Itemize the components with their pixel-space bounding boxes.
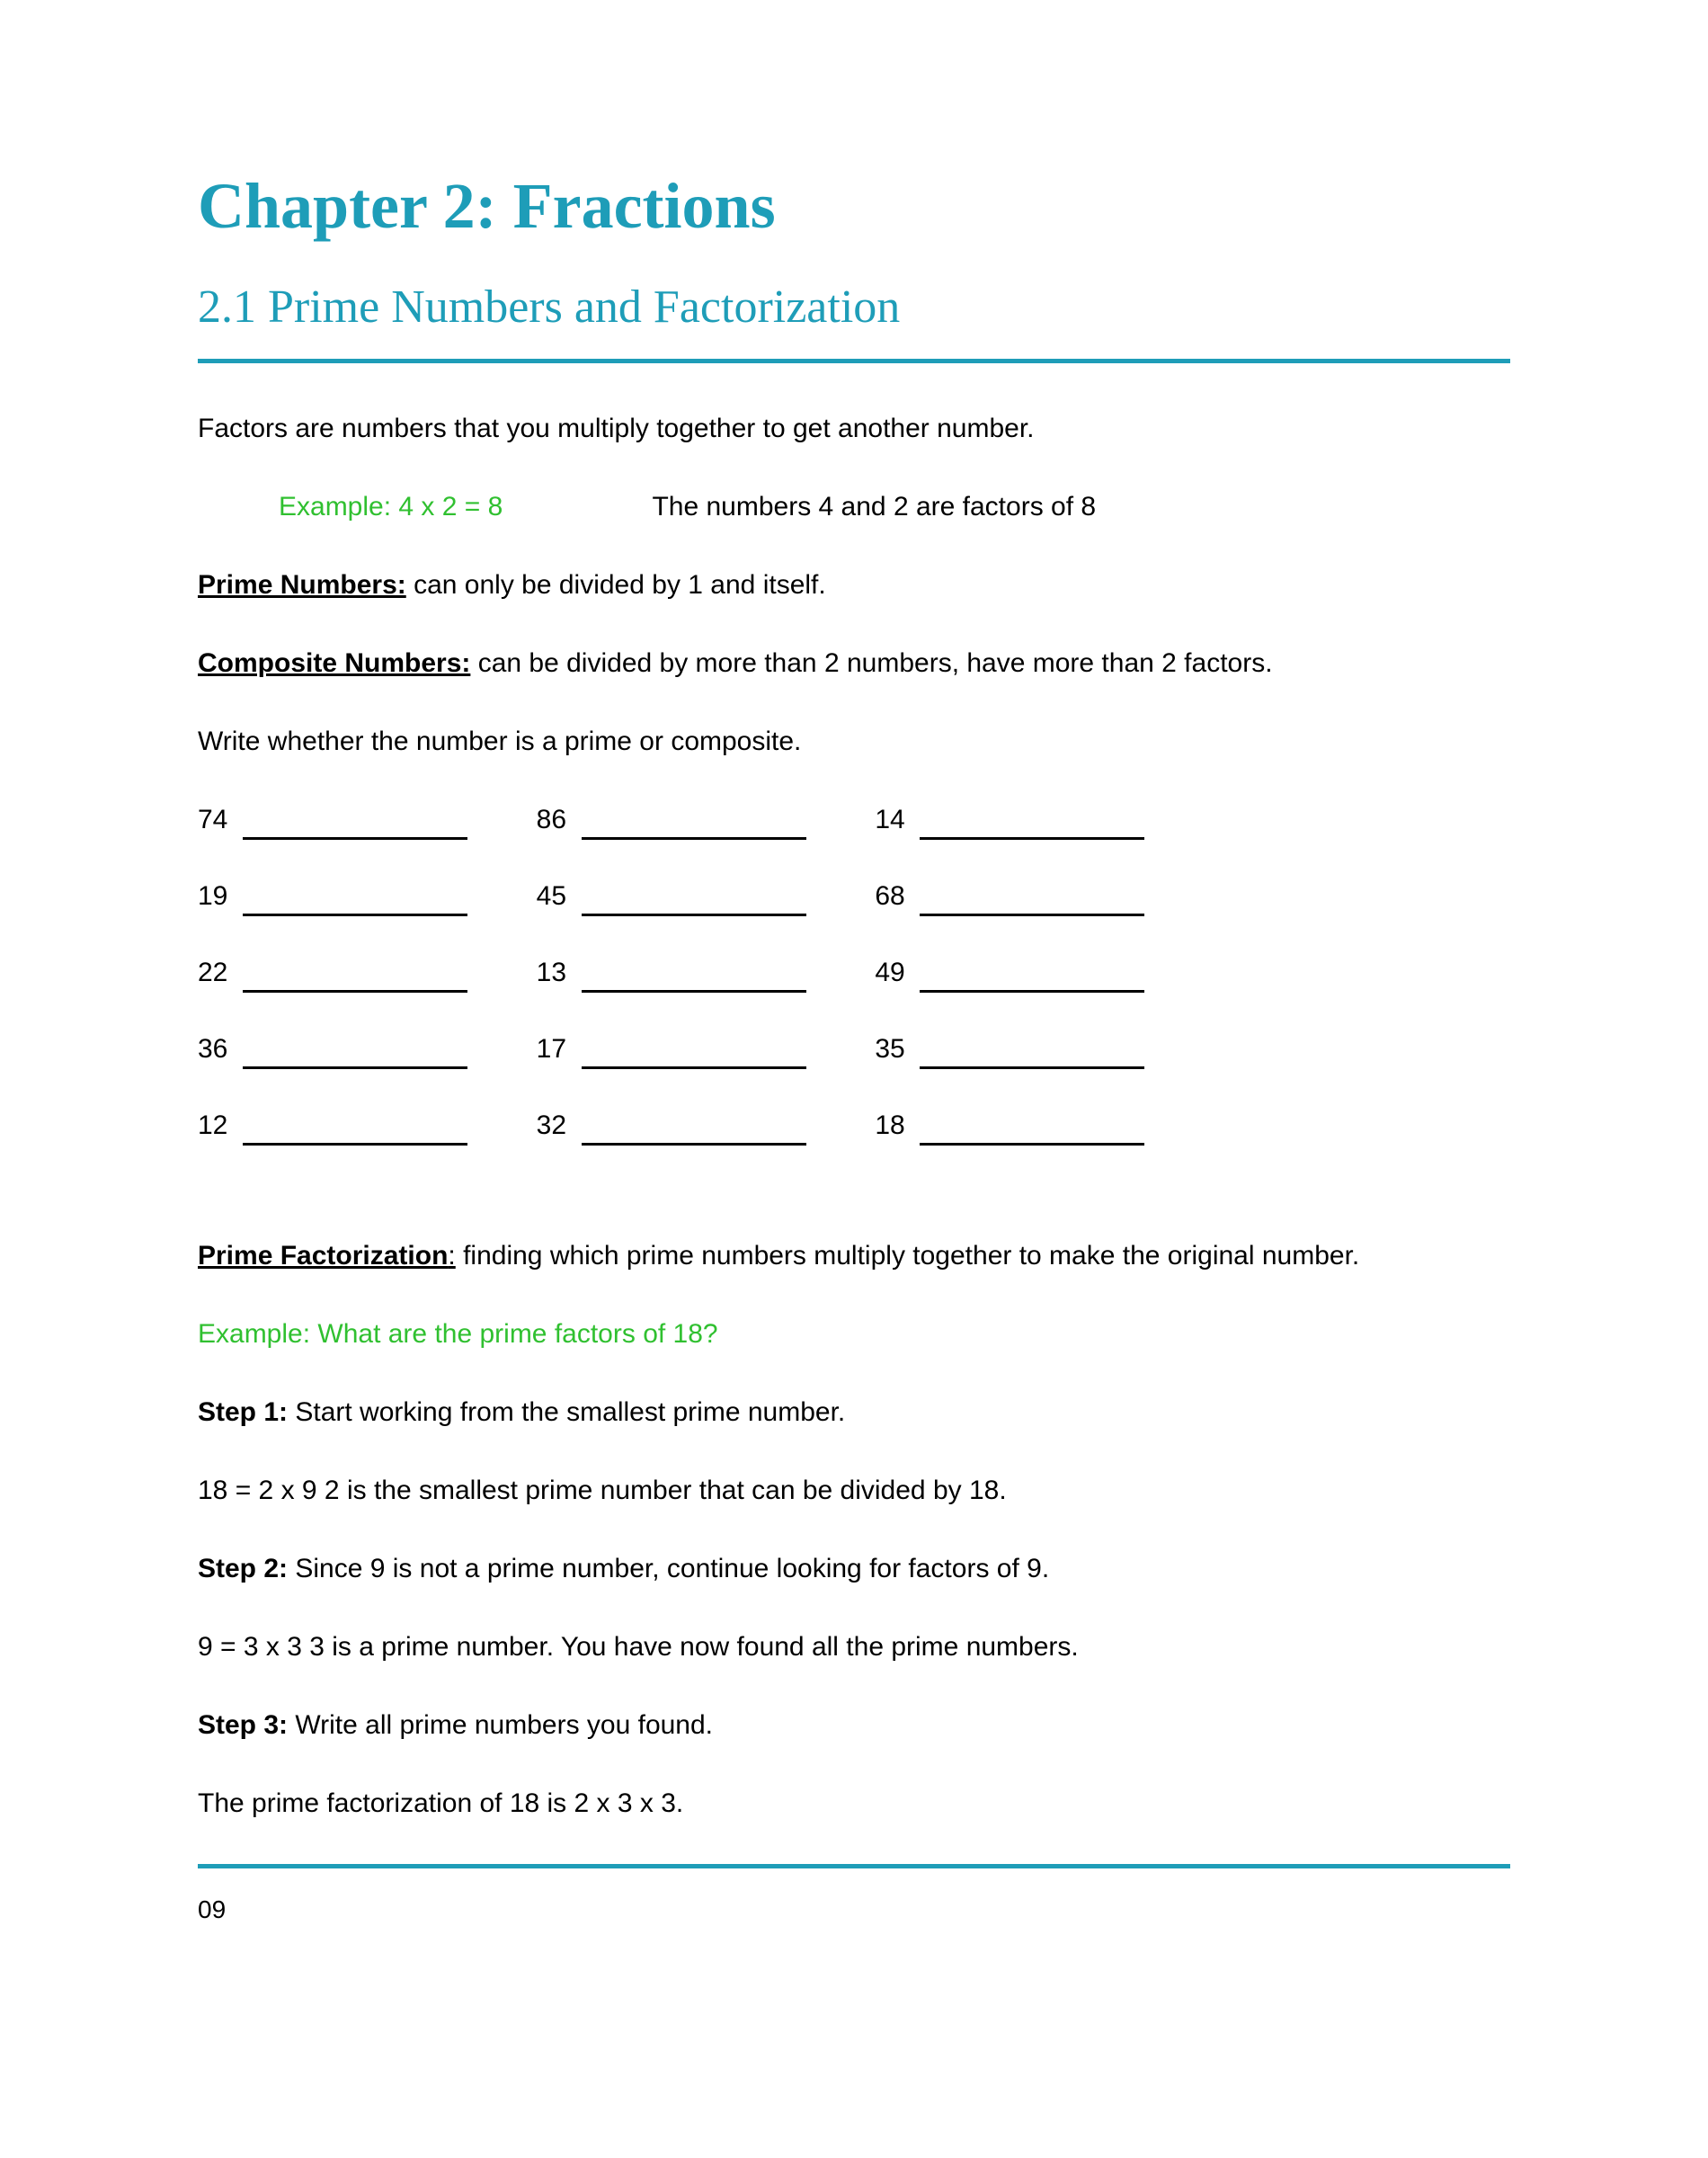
exercise-blank[interactable]: [582, 889, 806, 916]
step1: Step 1: Start working from the smallest …: [198, 1392, 1510, 1432]
exercise-cell: 35: [875, 1029, 1214, 1069]
chapter-title: Chapter 2: Fractions: [198, 157, 1510, 254]
exercise-number: 13: [537, 952, 573, 993]
exercise-number: 14: [875, 799, 911, 840]
exercise-cell: 68: [875, 876, 1214, 916]
prime-factorization-term: Prime Factorization: [198, 1241, 448, 1271]
step1-text: Start working from the smallest prime nu…: [288, 1397, 845, 1427]
exercise-number: 18: [875, 1105, 911, 1146]
exercise-number: 86: [537, 799, 573, 840]
step3-text: Write all prime numbers you found.: [288, 1710, 713, 1740]
exercise-number: 35: [875, 1029, 911, 1069]
exercise-cell: 17: [537, 1029, 876, 1069]
exercise-blank[interactable]: [243, 1119, 467, 1146]
prime-term: Prime Numbers:: [198, 570, 406, 600]
exercise-blank[interactable]: [582, 1119, 806, 1146]
step2-calculation: 9 = 3 x 3 3 is a prime number. You have …: [198, 1627, 1510, 1667]
exercise-blank[interactable]: [243, 1042, 467, 1069]
prime-factorization-colon: :: [448, 1241, 455, 1271]
exercise-blank[interactable]: [243, 889, 467, 916]
exercise-number: 49: [875, 952, 911, 993]
step1-calculation: 18 = 2 x 9 2 is the smallest prime numbe…: [198, 1470, 1510, 1511]
example-factors: Example: 4 x 2 = 8 The numbers 4 and 2 a…: [198, 486, 1510, 527]
example-equation: Example: 4 x 2 = 8: [279, 492, 503, 522]
exercise-cell: 49: [875, 952, 1214, 993]
exercise-cell: 14: [875, 799, 1214, 840]
exercise-instruction: Write whether the number is a prime or c…: [198, 721, 1510, 762]
exercise-grid: 74 86 14 19 45 68 22 13 49 36 17 35 12 3…: [198, 799, 1214, 1146]
prime-definition-text: can only be divided by 1 and itself.: [406, 570, 826, 600]
exercise-cell: 45: [537, 876, 876, 916]
exercise-number: 19: [198, 876, 234, 916]
footer-rule: [198, 1864, 1510, 1868]
exercise-cell: 32: [537, 1105, 876, 1146]
step2-label: Step 2:: [198, 1554, 288, 1583]
composite-definition: Composite Numbers: can be divided by mor…: [198, 643, 1510, 683]
exercise-cell: 19: [198, 876, 537, 916]
composite-term: Composite Numbers:: [198, 648, 470, 678]
prime-definition: Prime Numbers: can only be divided by 1 …: [198, 565, 1510, 605]
section-title: 2.1 Prime Numbers and Factorization: [198, 272, 1510, 343]
example2-heading: Example: What are the prime factors of 1…: [198, 1314, 1510, 1354]
exercise-number: 36: [198, 1029, 234, 1069]
composite-definition-text: can be divided by more than 2 numbers, h…: [470, 648, 1272, 678]
exercise-blank[interactable]: [920, 1119, 1144, 1146]
conclusion: The prime factorization of 18 is 2 x 3 x…: [198, 1783, 1510, 1824]
exercise-blank[interactable]: [582, 813, 806, 840]
exercise-cell: 13: [537, 952, 876, 993]
prime-factorization-text: finding which prime numbers multiply tog…: [456, 1241, 1360, 1271]
step3: Step 3: Write all prime numbers you foun…: [198, 1705, 1510, 1745]
exercise-number: 74: [198, 799, 234, 840]
exercise-cell: 22: [198, 952, 537, 993]
step3-label: Step 3:: [198, 1710, 288, 1740]
exercise-number: 12: [198, 1105, 234, 1146]
title-rule: [198, 359, 1510, 363]
exercise-number: 17: [537, 1029, 573, 1069]
intro-paragraph: Factors are numbers that you multiply to…: [198, 408, 1510, 449]
exercise-cell: 86: [537, 799, 876, 840]
exercise-cell: 74: [198, 799, 537, 840]
exercise-number: 22: [198, 952, 234, 993]
step2: Step 2: Since 9 is not a prime number, c…: [198, 1548, 1510, 1589]
exercise-cell: 12: [198, 1105, 537, 1146]
exercise-blank[interactable]: [243, 813, 467, 840]
exercise-cell: 18: [875, 1105, 1214, 1146]
exercise-blank[interactable]: [920, 813, 1144, 840]
exercise-number: 45: [537, 876, 573, 916]
prime-factorization-definition: Prime Factorization: finding which prime…: [198, 1235, 1510, 1276]
exercise-number: 68: [875, 876, 911, 916]
exercise-blank[interactable]: [243, 966, 467, 993]
exercise-blank[interactable]: [920, 889, 1144, 916]
page-number: 09: [198, 1891, 1510, 1929]
exercise-blank[interactable]: [920, 1042, 1144, 1069]
example-explanation: The numbers 4 and 2 are factors of 8: [652, 492, 1096, 522]
step2-text: Since 9 is not a prime number, continue …: [288, 1554, 1049, 1583]
exercise-cell: 36: [198, 1029, 537, 1069]
exercise-blank[interactable]: [582, 966, 806, 993]
step1-label: Step 1:: [198, 1397, 288, 1427]
exercise-blank[interactable]: [582, 1042, 806, 1069]
exercise-number: 32: [537, 1105, 573, 1146]
exercise-blank[interactable]: [920, 966, 1144, 993]
